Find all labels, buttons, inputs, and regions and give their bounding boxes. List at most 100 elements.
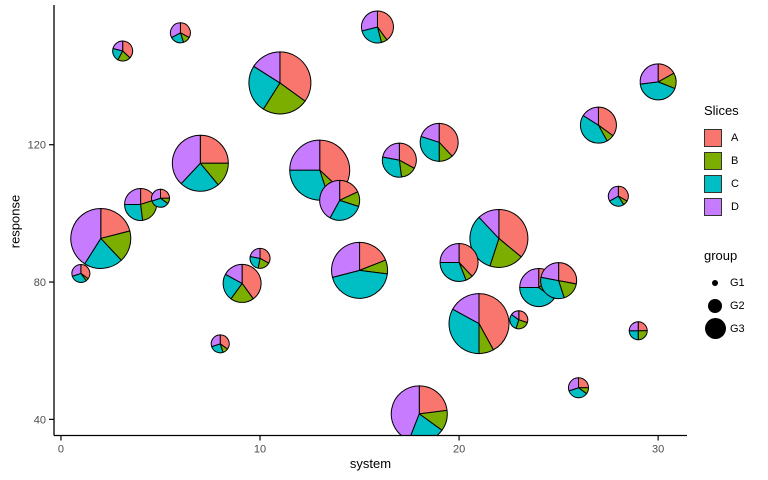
pie-slice-D: [540, 262, 560, 282]
pie-marker: [390, 385, 448, 436]
pie-marker: [628, 321, 648, 341]
pie-slice-D: [568, 377, 580, 392]
pie-slice-C: [248, 65, 281, 110]
pie-marker: [381, 142, 417, 178]
pie-marker: [568, 377, 590, 399]
pie-marker: [439, 242, 479, 282]
size-dot-cell: [704, 318, 726, 340]
pie-marker: [419, 122, 459, 162]
x-tick-label: 30: [652, 444, 664, 456]
pie-slice-D: [439, 242, 460, 263]
legend-size-dot-G2: [708, 298, 722, 313]
size-dot-cell: [704, 272, 726, 294]
pie-marker: [639, 63, 677, 101]
pie-slice-D: [171, 134, 201, 185]
pie-slice-C: [124, 203, 144, 221]
pie-slice-A: [418, 385, 448, 415]
pie-slice-B: [262, 82, 306, 115]
pie-slice-A: [558, 262, 578, 285]
pie-slice-C: [410, 413, 443, 436]
y-tick-label: 80: [34, 277, 46, 289]
pie-marker: [448, 293, 510, 355]
legend-label: D: [731, 200, 739, 213]
pie-slice-C: [540, 276, 565, 300]
pie-slice-C: [448, 308, 480, 355]
pie-slice-D: [360, 10, 378, 32]
pie-slice-C: [180, 162, 219, 192]
pie-slice-C: [469, 216, 500, 267]
pie-slice-B: [637, 330, 648, 341]
group-legend: group G1 G2 G3: [704, 248, 745, 340]
pie-marker: [469, 208, 529, 268]
pie-marker: [70, 207, 132, 269]
pie-slice-D: [519, 268, 540, 289]
pie-slice-D: [331, 241, 361, 278]
legend-swatch-A: [704, 128, 722, 147]
x-tick-label: 0: [58, 444, 64, 456]
x-axis-title: system: [349, 456, 392, 471]
y-tick-label: 120: [28, 140, 46, 152]
group-legend-title: group: [704, 248, 738, 263]
pie-slice-A: [160, 188, 170, 199]
pie-slice-D: [319, 179, 341, 219]
pie-slice-A: [578, 377, 590, 389]
pie-slice-D: [70, 207, 102, 265]
pie-slice-C: [84, 237, 122, 269]
slices-legend-title: Slices: [704, 103, 739, 118]
legend-swatch-C: [704, 174, 722, 193]
legend-swatch-D: [704, 197, 722, 216]
pie-slice-D: [151, 188, 161, 202]
pie-marker: [331, 241, 389, 299]
pie-marker: [112, 40, 134, 62]
pie-marker: [607, 185, 629, 207]
pie-marker: [319, 179, 361, 221]
pie-marker: [360, 10, 394, 44]
pie-slice-D: [382, 142, 400, 161]
legend-row-slice-A: A: [704, 126, 739, 149]
pie-slice-C: [439, 261, 467, 282]
pie-marker: [151, 188, 170, 208]
pie-slice-C: [331, 269, 388, 299]
pie-marker: [222, 263, 262, 303]
pie-slice-D: [478, 208, 500, 239]
legend-size-dot-G3: [704, 318, 726, 339]
pie-slice-D: [124, 187, 142, 205]
pie-slice-D: [452, 293, 480, 325]
pie-marker: [124, 187, 158, 221]
pie-slice-D: [289, 139, 321, 171]
pie-slice-D: [582, 106, 599, 126]
pie-slice-A: [241, 263, 262, 300]
y-tick-label: 40: [34, 414, 46, 426]
pie-slice-C: [628, 330, 639, 341]
pie-marker: [509, 310, 529, 330]
pie-slice-D: [253, 51, 281, 84]
pie-slice-D: [639, 63, 659, 85]
pie-slice-A: [100, 207, 131, 239]
pie-marker: [249, 247, 271, 269]
pie-marker: [540, 262, 578, 300]
pie-slice-A: [279, 51, 312, 102]
pie-slice-C: [639, 81, 676, 101]
pie-marker: [169, 22, 191, 44]
legend-label: G1: [730, 276, 745, 289]
pie-slice-D: [224, 263, 243, 284]
pie-slice-C: [579, 115, 608, 144]
pie-slice-D: [511, 310, 520, 321]
pie-marker: [579, 106, 617, 144]
pie-marker: [248, 51, 312, 115]
legend-label: A: [731, 131, 739, 144]
pie-slice-C: [381, 156, 402, 178]
pie-slice-D: [420, 122, 440, 143]
pie-slice-A: [637, 321, 648, 332]
pie-slice-D: [607, 185, 619, 202]
y-axis-title: response: [7, 194, 23, 249]
pie-slice-D: [112, 40, 124, 52]
legend-row-slice-B: B: [704, 149, 739, 172]
pie-slice-A: [478, 293, 510, 351]
pie-slice-C: [419, 135, 440, 162]
legend-row-group-G1: G1: [704, 271, 745, 294]
pie-marker: [71, 263, 91, 283]
